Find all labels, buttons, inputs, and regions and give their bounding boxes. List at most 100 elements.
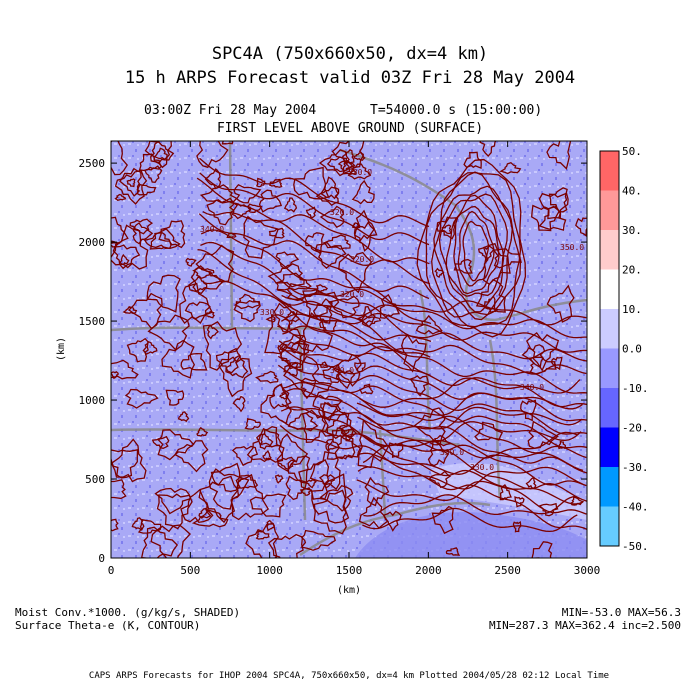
- contour-line: [111, 518, 119, 532]
- plot-title: SPC4A (750x660x50, dx=4 km): [211, 44, 489, 64]
- contour-line: [363, 494, 577, 517]
- x-tick-label: 0: [108, 564, 115, 577]
- colorbar-label: 50.: [622, 145, 642, 158]
- contour-label-layer: 340.0 320.0 320.0 330.0 320.0 330.0 340.0 330.0…: [200, 168, 584, 472]
- contour-line: [353, 151, 366, 161]
- colorbar-label: -20.: [622, 422, 649, 435]
- contour-line: [230, 473, 270, 521]
- contour-line: [111, 449, 139, 479]
- y-tick-label: 1000: [79, 394, 106, 407]
- shaded-min-max: MIN=-53.0 MAX=56.3: [562, 606, 681, 619]
- contour-line: [341, 148, 355, 165]
- contour-line: [521, 344, 546, 369]
- contour-line: [111, 479, 127, 500]
- contour-value-label: 340.0: [200, 225, 224, 234]
- contour-line: [131, 517, 145, 531]
- contour-value-label: 320.0: [330, 208, 354, 217]
- contour-value-label: 340.0: [330, 366, 354, 375]
- contour-line: [153, 147, 168, 161]
- y-tick-label: 1500: [79, 315, 106, 328]
- colorbar-label: 20.: [622, 264, 642, 277]
- shaded-region-atlantic: [355, 511, 587, 558]
- contour-line: [311, 473, 350, 524]
- contour-line: [312, 297, 333, 324]
- credit-line: CAPS ARPS Forecasts for IHOP 2004 SPC4A,…: [89, 671, 609, 681]
- contour-line: [147, 314, 190, 351]
- contour-line: [255, 370, 279, 384]
- contour-line: [156, 493, 193, 530]
- contour-line: [233, 183, 262, 204]
- contour-line: [140, 526, 179, 558]
- contour-line: [114, 169, 148, 205]
- colorbar-frame: [599, 150, 620, 547]
- contour-line: [379, 293, 401, 319]
- contour-line: [550, 356, 563, 371]
- contour-line: [427, 438, 450, 467]
- contour-line: [274, 474, 284, 484]
- colorbar-swatch: [600, 506, 619, 546]
- colorbar-label: 30.: [622, 224, 642, 237]
- colorbar: 50. 40. 30. 20. 10. 0.0 -10. -20. -30. -40. -50.: [599, 145, 649, 553]
- contour-line: [315, 284, 329, 293]
- contour-line: [362, 507, 578, 533]
- contour-line: [255, 426, 282, 448]
- contour-value-label: 350.0: [560, 243, 584, 252]
- colorbar-label: 0.0: [622, 343, 642, 356]
- contour-line: [287, 412, 319, 432]
- contour-line: [277, 345, 587, 422]
- coastline-path: [339, 148, 587, 322]
- contour-line: [112, 244, 141, 270]
- contour-line: [129, 218, 154, 235]
- level-label: FIRST LEVEL ABOVE GROUND (SURFACE): [216, 121, 484, 136]
- contour-line: [135, 183, 157, 196]
- contour-line: [382, 510, 402, 532]
- contour-line: [192, 276, 208, 293]
- contour-line: [206, 197, 238, 226]
- contour-line: [305, 206, 317, 219]
- contour-line: [531, 541, 553, 558]
- colorbar-swatch: [600, 309, 619, 349]
- contour-line: [325, 438, 341, 452]
- contour-line: [267, 263, 305, 288]
- theta-e-contours: [111, 141, 587, 558]
- contour-line: [438, 193, 508, 313]
- contour-line: [144, 165, 163, 183]
- colorbar-swatch: [600, 269, 619, 309]
- contour-line: [527, 420, 559, 449]
- contour-line: [199, 184, 238, 204]
- contour-line: [202, 280, 431, 377]
- contour-line: [197, 249, 431, 358]
- contour-line: [196, 141, 229, 169]
- y-tick-label: 500: [85, 473, 105, 486]
- contour-line: [144, 141, 172, 169]
- contour-line: [300, 377, 333, 398]
- contour-line: [158, 220, 186, 249]
- contour-line: [119, 167, 142, 197]
- contour-line: [200, 241, 432, 343]
- contour-line: [232, 395, 246, 413]
- contour-line: [255, 530, 270, 540]
- contour-line: [154, 487, 192, 515]
- contour-line: [278, 340, 587, 408]
- contour-line: [415, 314, 443, 335]
- contour-line: [319, 484, 354, 512]
- contour-line: [479, 141, 497, 157]
- contour-line: [357, 406, 583, 432]
- contour-line: [277, 355, 587, 435]
- contour-line: [246, 427, 285, 463]
- contour-line: [206, 324, 219, 340]
- contour-line: [137, 518, 162, 534]
- colorbar-swatch: [600, 151, 619, 191]
- contour-line: [138, 153, 162, 172]
- contour-line: [525, 331, 560, 372]
- contour-value-label: 340.0: [520, 383, 544, 392]
- colorbar-label: -10.: [622, 382, 649, 395]
- contour-line: [218, 356, 253, 398]
- contour-line: [184, 301, 211, 324]
- contour-line: [279, 425, 587, 530]
- contour-line: [282, 325, 587, 375]
- colorbar-swatch: [600, 190, 619, 230]
- contour-line: [143, 228, 181, 250]
- colorbar-swatch: [600, 427, 619, 467]
- contour-line: [268, 227, 285, 239]
